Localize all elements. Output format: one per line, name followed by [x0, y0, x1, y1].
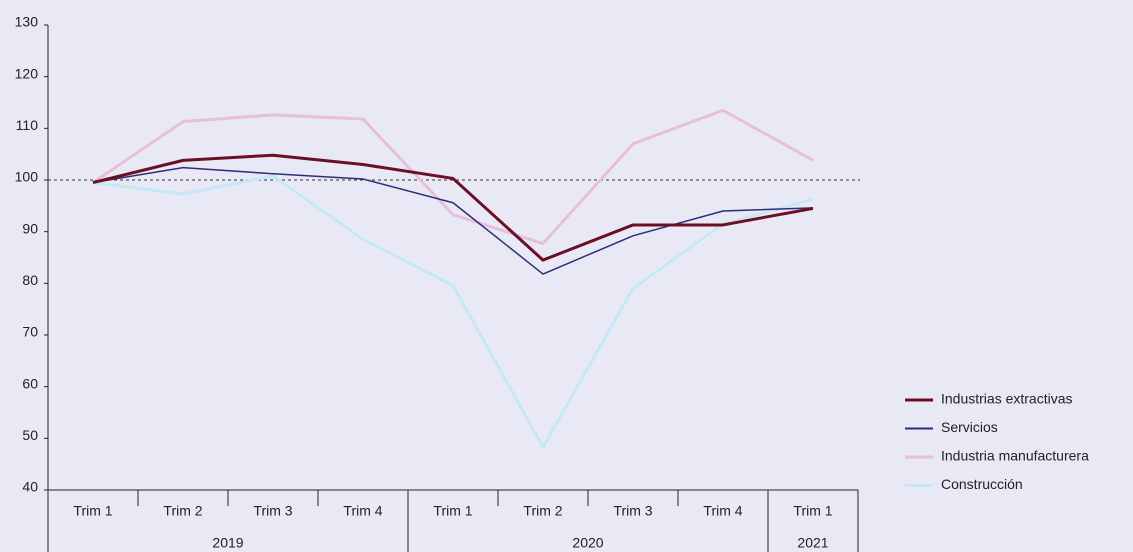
x-tick-label: Trim 1: [433, 503, 472, 519]
series-line: [92, 153, 814, 262]
y-tick-label: 120: [15, 65, 39, 81]
series-line: [92, 108, 814, 246]
y-tick-label: 50: [22, 427, 38, 443]
legend-label: Industrias extractivas: [941, 391, 1073, 407]
y-tick-label: 90: [22, 220, 38, 236]
group-label: 2020: [572, 535, 603, 551]
legend-label: Industria manufacturera: [941, 448, 1089, 464]
group-label: 2021: [797, 535, 828, 551]
series-line: [92, 174, 814, 449]
y-tick-label: 100: [15, 169, 39, 185]
y-tick-label: 40: [22, 479, 38, 495]
legend-label: Servicios: [941, 419, 998, 435]
x-tick-label: Trim 1: [793, 503, 832, 519]
series-line: [92, 166, 814, 275]
x-tick-label: Trim 4: [343, 503, 382, 519]
x-tick-label: Trim 2: [523, 503, 562, 519]
x-tick-label: Trim 3: [613, 503, 652, 519]
y-tick-label: 110: [16, 117, 39, 133]
y-tick-label: 60: [22, 375, 38, 391]
x-tick-label: Trim 4: [703, 503, 742, 519]
legend-label: Construcción: [941, 476, 1023, 492]
group-label: 2019: [212, 535, 243, 551]
x-tick-label: Trim 1: [73, 503, 112, 519]
y-tick-label: 130: [15, 14, 39, 30]
y-tick-label: 80: [22, 272, 38, 288]
x-tick-label: Trim 2: [163, 503, 202, 519]
y-tick-label: 70: [22, 324, 38, 340]
x-tick-label: Trim 3: [253, 503, 292, 519]
